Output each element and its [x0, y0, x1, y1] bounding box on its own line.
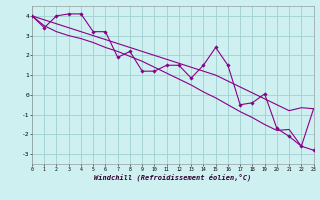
X-axis label: Windchill (Refroidissement éolien,°C): Windchill (Refroidissement éolien,°C) [94, 174, 252, 181]
